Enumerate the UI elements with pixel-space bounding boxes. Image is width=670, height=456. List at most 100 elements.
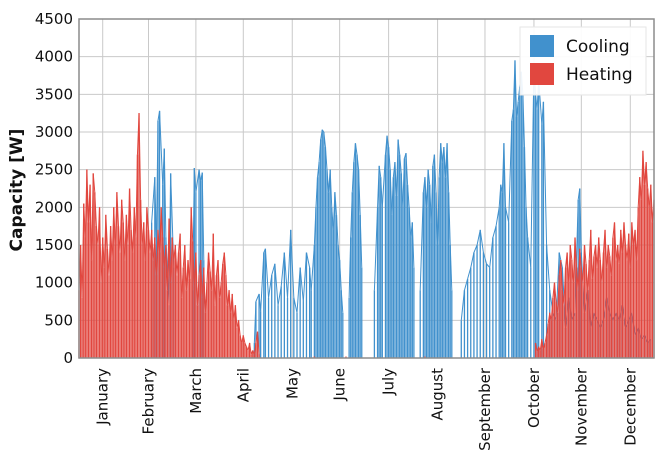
series-heating-segment bbox=[228, 290, 232, 313]
series-cooling-segment bbox=[271, 263, 276, 276]
series-heating-segment bbox=[214, 275, 217, 306]
series-cooling-segment bbox=[467, 267, 472, 280]
series-cooling-segment bbox=[476, 229, 481, 246]
series-cooling-segment bbox=[296, 267, 301, 313]
series-heating-segment bbox=[103, 214, 107, 268]
series-heating-segment bbox=[168, 218, 172, 283]
x-tick-label: April bbox=[234, 368, 252, 402]
y-tick-label: 0 bbox=[63, 349, 73, 367]
series-cooling-segment bbox=[384, 135, 388, 155]
series-cooling-segment bbox=[302, 252, 307, 302]
series-heating-segment bbox=[144, 207, 148, 261]
series-heating-segment bbox=[219, 282, 222, 298]
series-cooling-segment bbox=[315, 177, 319, 208]
series-cooling-segment bbox=[163, 148, 167, 238]
series-heating-segment bbox=[94, 192, 97, 227]
series-cooling-segment bbox=[486, 263, 491, 268]
y-tick-label: 3000 bbox=[35, 123, 73, 141]
series-heating-segment bbox=[546, 324, 549, 336]
series-cooling-segment bbox=[433, 154, 437, 193]
series-cooling-segment bbox=[492, 226, 497, 238]
series-heating-segment bbox=[206, 252, 210, 283]
x-tick-label: June bbox=[331, 368, 349, 402]
series-cooling-segment bbox=[340, 290, 344, 313]
series-cooling-segment bbox=[151, 177, 156, 223]
series-heating-segment bbox=[184, 244, 187, 291]
series-heating-segment bbox=[547, 312, 551, 325]
series-heating-segment bbox=[238, 320, 241, 336]
series-heating-segment bbox=[162, 237, 165, 268]
series-cooling-segment bbox=[396, 139, 399, 197]
series-heating-segment bbox=[121, 199, 124, 223]
series-cooling-segment bbox=[350, 192, 353, 238]
series-heating-segment bbox=[598, 237, 601, 261]
series-heating-segment bbox=[196, 275, 200, 306]
series-heating-segment bbox=[253, 342, 257, 355]
series-heating-segment bbox=[195, 252, 198, 306]
series-heating-segment bbox=[99, 207, 102, 283]
series-cooling-segment bbox=[479, 229, 484, 253]
series-heating-segment bbox=[601, 252, 604, 283]
series-cooling-segment bbox=[505, 207, 510, 223]
series-heating-segment bbox=[637, 177, 641, 208]
series-heating-segment bbox=[590, 229, 593, 279]
series-heating-segment bbox=[607, 244, 611, 257]
series-cooling-segment bbox=[397, 139, 401, 155]
series-cooling-segment bbox=[318, 139, 322, 163]
series-cooling-segment bbox=[489, 237, 494, 268]
series-cooling-segment bbox=[260, 252, 265, 312]
series-cooling-segment bbox=[290, 229, 295, 298]
series-cooling-segment bbox=[546, 244, 551, 291]
series-heating-segment bbox=[536, 346, 540, 353]
series-heating-segment bbox=[91, 173, 94, 261]
series-cooling-segment bbox=[277, 286, 282, 306]
series-cooling-segment bbox=[348, 237, 352, 298]
series-heating-segment bbox=[535, 342, 538, 353]
y-tick-label: 1500 bbox=[35, 236, 73, 254]
series-cooling-segment bbox=[195, 169, 200, 193]
series-cooling-segment bbox=[527, 237, 532, 268]
series-heating-segment bbox=[105, 214, 108, 249]
series-heating-segment bbox=[179, 233, 183, 298]
series-cooling-segment bbox=[334, 192, 337, 215]
series-heating-segment bbox=[223, 252, 227, 276]
x-tick-label: July bbox=[380, 368, 398, 396]
series-cooling-segment bbox=[470, 252, 475, 268]
series-cooling-segment bbox=[264, 248, 270, 298]
series-heating-segment bbox=[124, 214, 127, 261]
x-tick-label: August bbox=[429, 368, 447, 421]
series-heating-segment bbox=[563, 267, 567, 306]
series-cooling-segment bbox=[508, 120, 513, 223]
series-heating-segment bbox=[92, 173, 96, 193]
series-cooling-segment bbox=[503, 143, 507, 208]
series-heating-segment bbox=[577, 248, 581, 291]
series-heating-segment bbox=[539, 339, 543, 351]
series-cooling-segment bbox=[321, 129, 325, 133]
series-cooling-segment bbox=[525, 207, 529, 238]
series-heating-segment bbox=[212, 233, 216, 306]
x-tick-label: May bbox=[283, 368, 301, 399]
series-heating-segment bbox=[244, 342, 247, 347]
series-cooling-segment bbox=[440, 143, 443, 163]
y-axis: 0 500 1000 1500 2000 2500 3000 3500 4000 4500 bbox=[35, 10, 73, 367]
series-heating-segment bbox=[119, 199, 123, 253]
series-heating-segment bbox=[579, 248, 582, 268]
series-heating-segment bbox=[650, 184, 653, 223]
series-heating bbox=[78, 113, 655, 358]
legend-label-cooling: Cooling bbox=[566, 37, 630, 57]
series-heating-segment bbox=[84, 169, 88, 238]
x-tick-label: September bbox=[476, 367, 494, 451]
series-heating-segment bbox=[203, 267, 206, 313]
series-cooling-segment bbox=[579, 188, 582, 253]
series-heating-segment bbox=[114, 192, 118, 246]
series-heating-segment bbox=[181, 267, 184, 298]
series-heating-segment bbox=[614, 222, 617, 261]
series-cooling-segment bbox=[523, 147, 527, 208]
series-heating-segment bbox=[631, 222, 634, 246]
series-cooling-segment bbox=[482, 252, 488, 264]
series-heating-segment bbox=[257, 331, 260, 355]
series-cooling-segment bbox=[516, 101, 519, 117]
series-cooling-segment bbox=[198, 169, 202, 182]
series-heating-segment bbox=[606, 244, 609, 268]
